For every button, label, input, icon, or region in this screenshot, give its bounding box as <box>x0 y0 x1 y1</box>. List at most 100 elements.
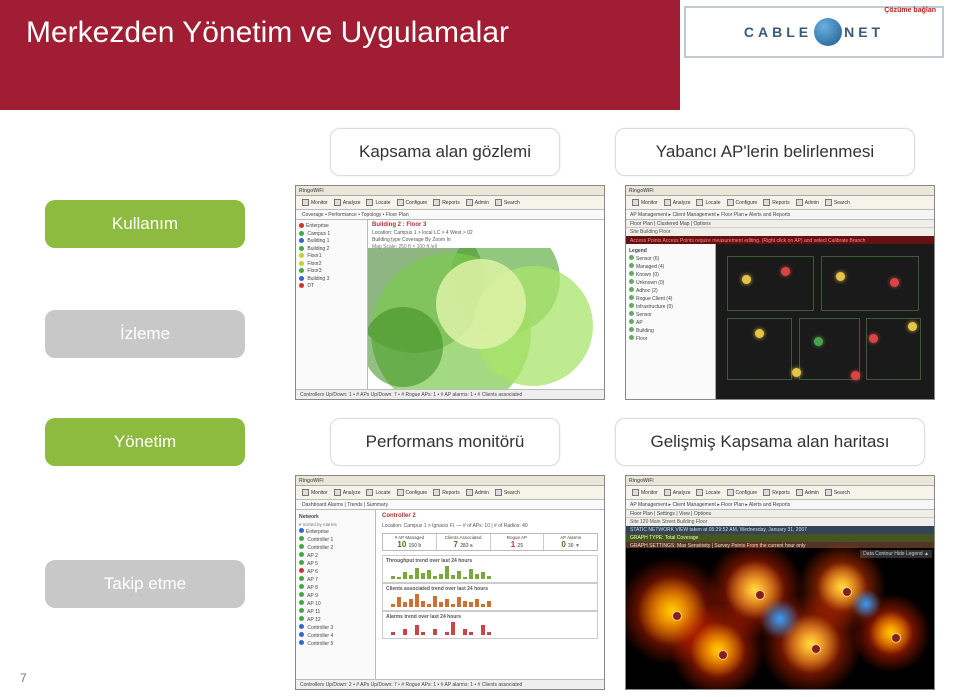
menu-item[interactable]: Reports <box>763 489 790 496</box>
menu-item[interactable]: Configure <box>397 489 428 496</box>
menu-item[interactable]: Reports <box>763 199 790 206</box>
menu-item[interactable]: Search <box>825 489 850 496</box>
tree-item[interactable]: AP 8 <box>299 584 372 592</box>
menu-item[interactable]: Reports <box>433 489 460 496</box>
thumb-toolbar: Monitor Analyze Locate Configure Reports Admi… <box>626 486 934 500</box>
thumb-titlebar: RingoWiFi <box>296 476 604 486</box>
status-dot-icon <box>299 632 304 637</box>
chart-bar <box>451 575 455 579</box>
menu-icon <box>495 199 502 206</box>
chart-bar <box>397 597 401 607</box>
menu-item[interactable]: Analyze <box>334 199 361 206</box>
tree-item[interactable]: Controller 3 <box>299 624 372 632</box>
menu-item[interactable]: Locate <box>696 199 720 206</box>
status-dot-icon <box>299 584 304 589</box>
chart-bar <box>487 632 491 635</box>
menu-item[interactable]: Monitor <box>632 199 658 206</box>
menu-item[interactable]: Search <box>495 489 520 496</box>
menu-item[interactable]: Admin <box>796 199 819 206</box>
menu-icon <box>397 489 404 496</box>
tree-item[interactable]: Floor1 <box>299 253 364 261</box>
tree-item[interactable]: AP 2 <box>299 552 372 560</box>
tree-item[interactable]: Controller 1 <box>299 536 372 544</box>
menu-item[interactable]: Configure <box>727 199 758 206</box>
thumb-tree: Enterprise Campus 1 Building 1 Building … <box>296 220 368 389</box>
ap-marker[interactable] <box>869 334 878 343</box>
tree-item[interactable]: AP 12 <box>299 616 372 624</box>
room-outline <box>821 256 919 310</box>
chart-bar <box>475 599 479 607</box>
status-dot-icon <box>299 536 304 541</box>
menu-item[interactable]: Monitor <box>632 489 658 496</box>
tree-item[interactable]: AP 6 <box>299 568 372 576</box>
chart-bar <box>469 632 473 635</box>
tree-item[interactable]: AP 11 <box>299 608 372 616</box>
tree-item[interactable]: Building 3 <box>299 276 364 284</box>
chart-bar <box>481 625 485 635</box>
status-dot-icon <box>299 238 304 243</box>
menu-icon <box>302 489 309 496</box>
trend-chart: Alarms trend over last 24 hours <box>382 611 598 639</box>
menu-item[interactable]: Admin <box>466 199 489 206</box>
menu-item[interactable]: Analyze <box>664 199 691 206</box>
tree-item[interactable]: Floor3 <box>299 268 364 276</box>
tree-item[interactable]: AP 7 <box>299 576 372 584</box>
tree-item[interactable]: Controller 2 <box>299 544 372 552</box>
menu-item[interactable]: Admin <box>796 489 819 496</box>
tree-item[interactable]: AP 5 <box>299 560 372 568</box>
pill-monitor[interactable]: İzleme <box>45 310 245 358</box>
menu-item[interactable]: Locate <box>366 489 390 496</box>
menu-item[interactable]: Admin <box>466 489 489 496</box>
menu-item[interactable]: Monitor <box>302 199 328 206</box>
globe-icon <box>814 18 842 46</box>
menu-item[interactable]: Locate <box>366 199 390 206</box>
menu-item[interactable]: Search <box>825 199 850 206</box>
ap-marker[interactable] <box>836 272 845 281</box>
legend-dot-icon <box>629 271 634 276</box>
menu-item[interactable]: Configure <box>727 489 758 496</box>
thumb-statusbar: Controllers Up/Down: 1 • # APs Up/Down: … <box>296 389 604 399</box>
menu-item[interactable]: Analyze <box>664 489 691 496</box>
pill-track[interactable]: Takip etme <box>45 560 245 608</box>
tree-item[interactable]: Building 2 <box>299 246 364 254</box>
pill-usage[interactable]: Kullanım <box>45 200 245 248</box>
tree-item[interactable]: Controller 4 <box>299 632 372 640</box>
tree-item[interactable]: Enterprise <box>299 223 364 231</box>
status-dot-icon <box>299 223 304 228</box>
menu-item[interactable]: Locate <box>696 489 720 496</box>
stat-cell: Clients Associated7 283 a <box>437 534 491 550</box>
tree-item[interactable]: Floor2 <box>299 261 364 269</box>
chart-bar <box>463 577 467 579</box>
chart-bar <box>427 604 431 607</box>
tree-item[interactable]: DT <box>299 283 364 291</box>
pill-label: Yabancı AP'lerin belirlenmesi <box>656 142 874 162</box>
logo-text-1: CABLE <box>744 24 812 40</box>
stat-row: # AP Managed10 150 bClients Associated7 … <box>382 533 598 551</box>
tree-item[interactable]: Controller 5 <box>299 640 372 648</box>
menu-icon <box>825 489 832 496</box>
ap-marker[interactable] <box>718 650 728 660</box>
menu-item[interactable]: Search <box>495 199 520 206</box>
pill-manage[interactable]: Yönetim <box>45 418 245 466</box>
tree-item[interactable]: Campus 1 <box>299 231 364 239</box>
ap-marker[interactable] <box>811 644 821 654</box>
pill-advanced-map: Gelişmiş Kapsama alan haritası <box>615 418 925 466</box>
tree-item[interactable]: Enterprise <box>299 528 372 536</box>
menu-item[interactable]: Configure <box>397 199 428 206</box>
tree-item[interactable]: AP 10 <box>299 600 372 608</box>
menu-icon <box>433 489 440 496</box>
menu-item[interactable]: Analyze <box>334 489 361 496</box>
menu-item[interactable]: Reports <box>433 199 460 206</box>
menu-item[interactable]: Monitor <box>302 489 328 496</box>
thumb-tree: Network ▾ Sorted by Alarms Enterprise Co… <box>296 510 376 679</box>
stat-cell: # AP Managed10 150 b <box>383 534 437 550</box>
ap-marker[interactable] <box>908 322 917 331</box>
graph-type: GRAPH TYPE: Total Coverage <box>626 534 934 542</box>
tree-item[interactable]: Building 1 <box>299 238 364 246</box>
tree-item[interactable]: AP 9 <box>299 592 372 600</box>
chart-bar <box>481 572 485 579</box>
status-dot-icon <box>299 231 304 236</box>
status-dot-icon <box>299 640 304 645</box>
ap-marker[interactable] <box>891 633 901 643</box>
thumb-coverage: RingoWiFi MonitorAnalyzeLocateConfigureR… <box>295 185 605 400</box>
